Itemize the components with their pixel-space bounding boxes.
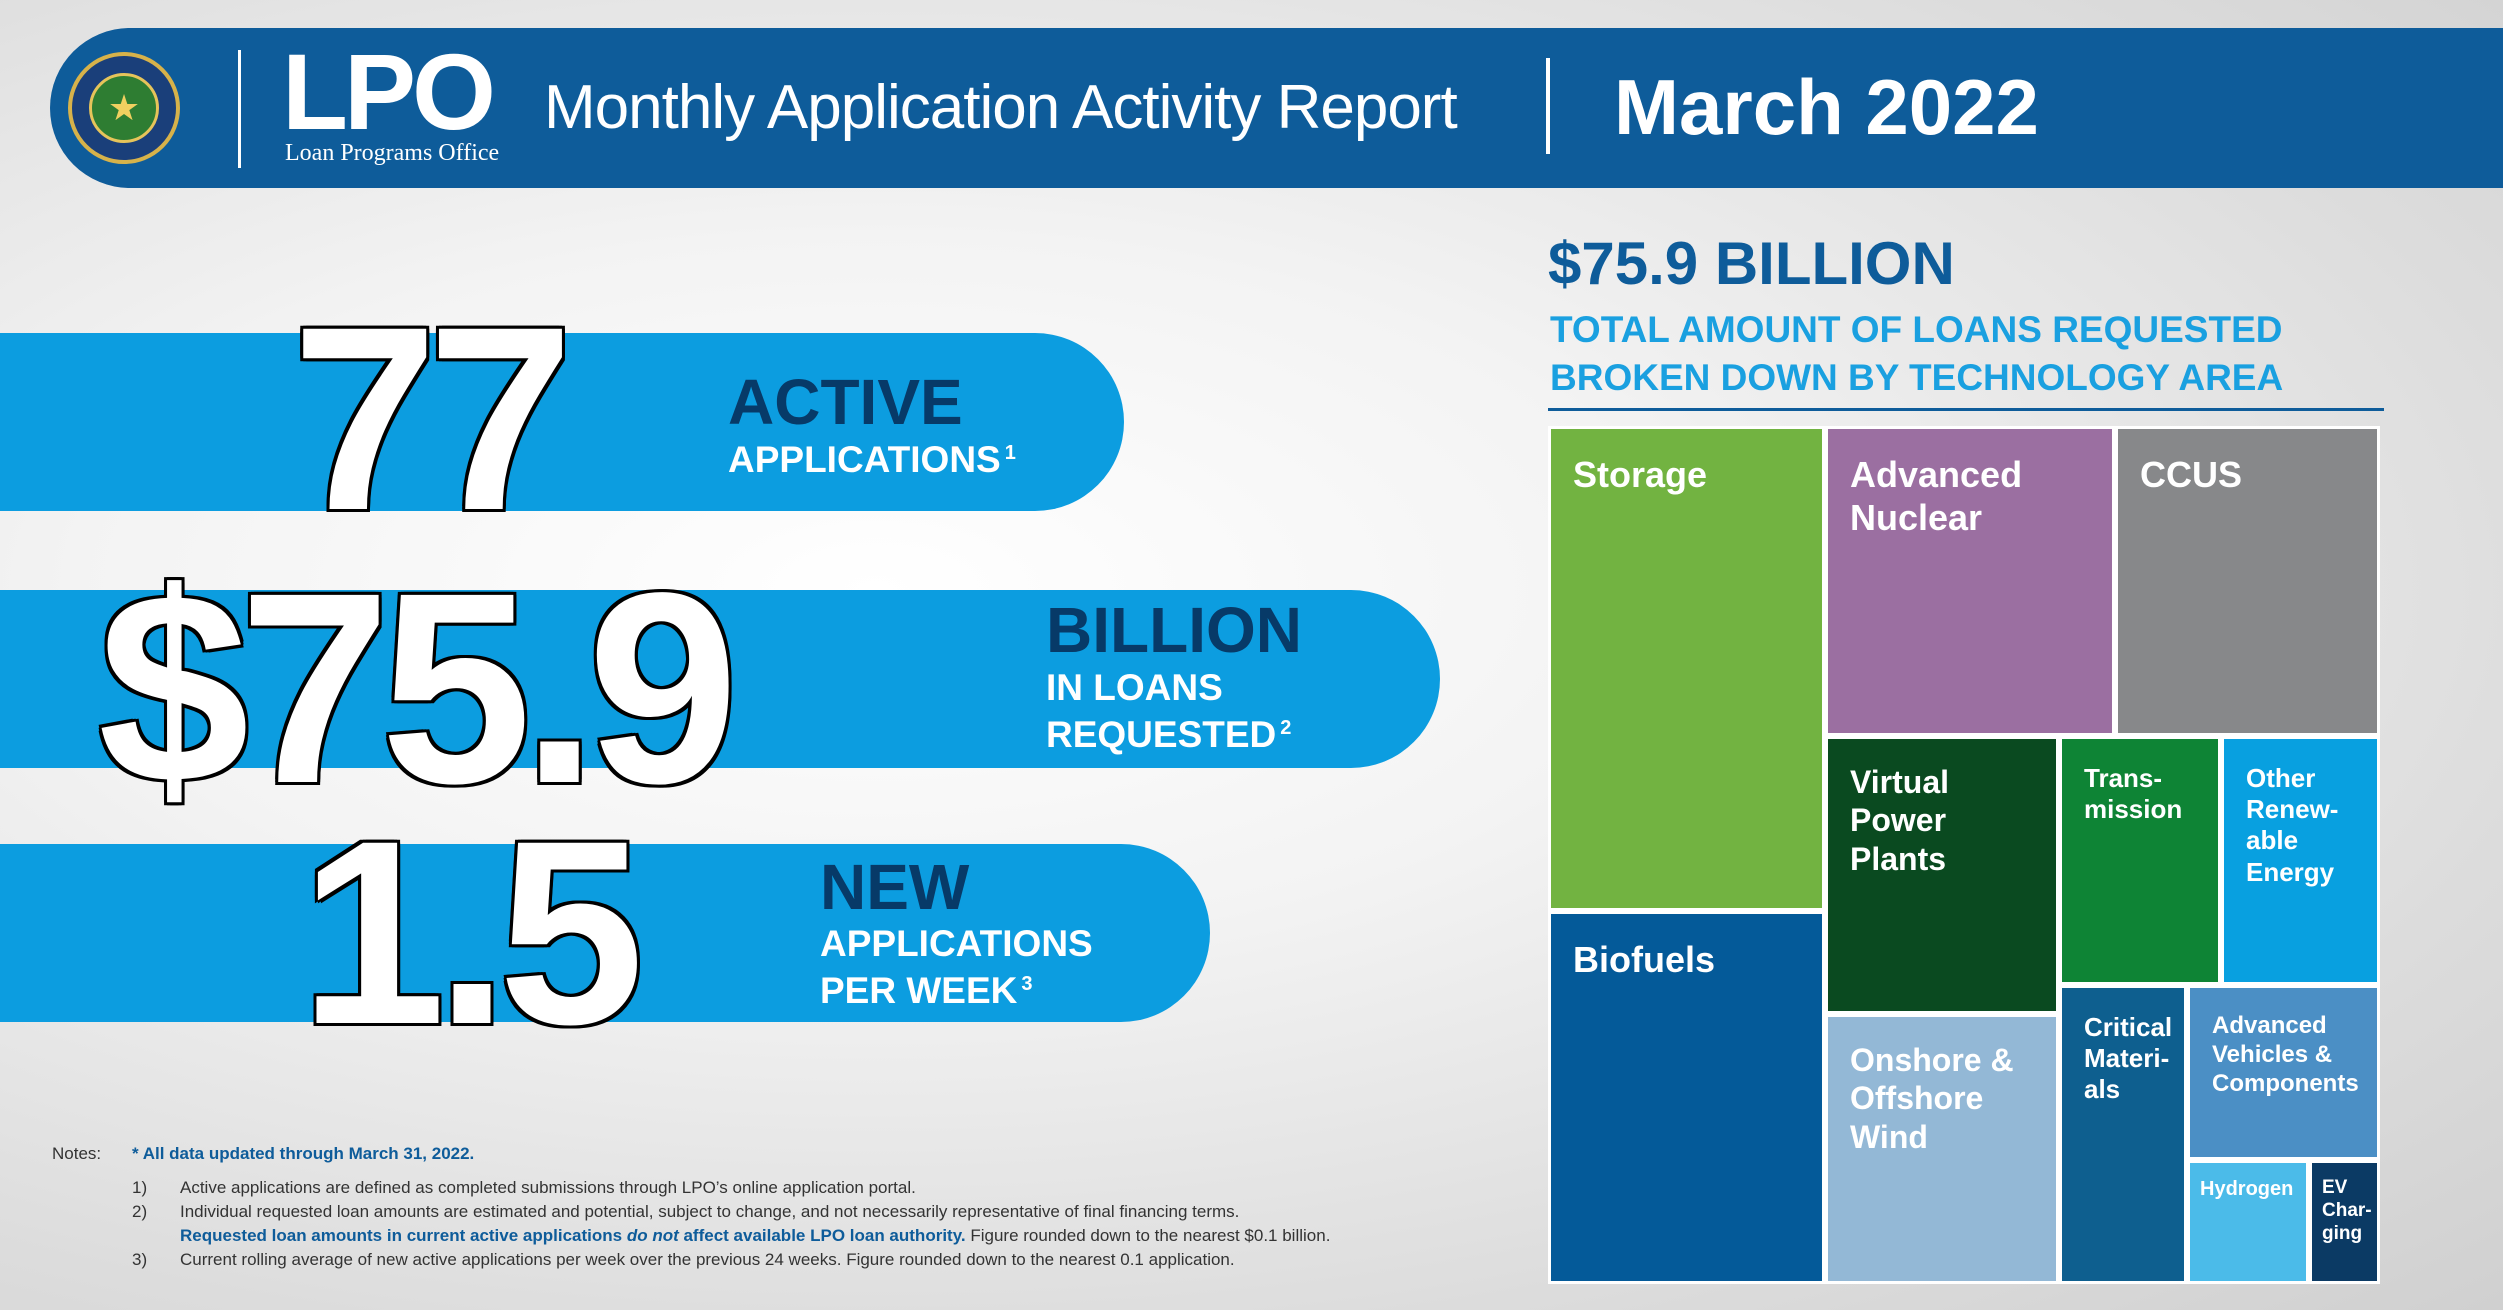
stat-number-new: 1.5 [300,786,644,1079]
stat-number-active: 77 [292,272,573,565]
treemap-tile-critical-materials: Critical Materi-als [2059,985,2187,1284]
notes-data-date: * All data updated through March 31, 202… [132,1144,475,1163]
lpo-logo-subtitle: Loan Programs Office [285,140,500,166]
report-period: March 2022 [1614,63,2039,151]
treemap-tile-biofuels: Biofuels [1548,911,1825,1284]
doe-seal-icon: ★ [68,52,180,164]
treemap-tile-storage: Storage [1548,426,1825,911]
technology-treemap: Storage Advanced Nuclear CCUS Biofuels Virtua… [1548,426,2380,1284]
treemap-tile-label: EV Char-ging [2322,1177,2372,1244]
treemap-tile-label: Critical Materi-als [2084,1012,2173,1105]
treemap-tile-label: CCUS [2140,454,2243,495]
treemap-tile-label: Advanced Nuclear [1850,454,2023,539]
header-divider [238,50,241,168]
stat-band-active [0,333,1124,511]
treemap-tile-transmission: Trans-mission [2059,736,2221,985]
treemap-tile-other-renewable-energy: Other Renew-able Energy [2221,736,2380,985]
treemap-tile-advanced-nuclear: Advanced Nuclear [1825,426,2115,736]
stat-number-loans: $75.9 [98,536,739,840]
note-item: 3) Current rolling average of new active … [132,1250,1235,1269]
treemap-tile-ccus: CCUS [2115,426,2380,736]
stat-head-loans: BILLION [1046,594,1302,666]
treemap-tile-onshore-offshore-wind: Onshore & Offshore Wind [1825,1014,2059,1284]
chart-title-rule [1548,408,2384,411]
report-title: Monthly Application Activity Report [544,73,1458,142]
stat-head-new: NEW [820,851,970,923]
treemap-tile-label: Trans-mission [2084,763,2183,825]
treemap-tile-label: Storage [1573,454,1708,495]
treemap-tile-label: Hydrogen [2200,1178,2294,1200]
stat-sub-new: APPLICATIONS PER WEEK 3 [820,923,1093,1012]
treemap-tile-virtual-power-plants: Virtual Power Plants [1825,736,2059,1014]
note-item: 1) Active applications are defined as com… [132,1178,916,1197]
header-divider [1546,58,1550,154]
stat-sub-active: APPLICATIONS 1 [728,439,1016,480]
treemap-tile-label: Other Renew-able Energy [2246,763,2339,887]
seal-emblem: ★ [89,73,159,143]
stat-head-active: ACTIVE [728,366,963,438]
treemap-tile-label: Virtual Power Plants [1850,764,1949,877]
chart-title: $75.9 BILLION [1548,230,1955,297]
treemap-tile-hydrogen: Hydrogen [2187,1160,2309,1284]
treemap-tile-label: Biofuels [1573,939,1716,980]
chart-subtitle: TOTAL AMOUNT OF LOANS REQUESTED BROKEN DO… [1550,309,2284,399]
stat-sub-loans: IN LOANS REQUESTED 2 [1046,667,1292,756]
notes-label: Notes: [52,1144,102,1163]
treemap-tile-ev-charging: EV Char-ging [2309,1160,2380,1284]
note-item: Requested loan amounts in current active… [180,1226,1331,1245]
treemap-tile-label: Advanced Vehicles & Components [2212,1012,2359,1097]
lpo-logo: LPO [282,31,496,152]
treemap-tile-advanced-vehicles-components: Advanced Vehicles & Components [2187,985,2380,1160]
stat-band-new [0,844,1210,1022]
note-item: 2) Individual requested loan amounts are … [132,1202,1240,1221]
stat-band-loans [0,590,1440,768]
header-bar [50,28,2503,188]
treemap-tile-label: Onshore & Offshore Wind [1850,1042,2014,1155]
